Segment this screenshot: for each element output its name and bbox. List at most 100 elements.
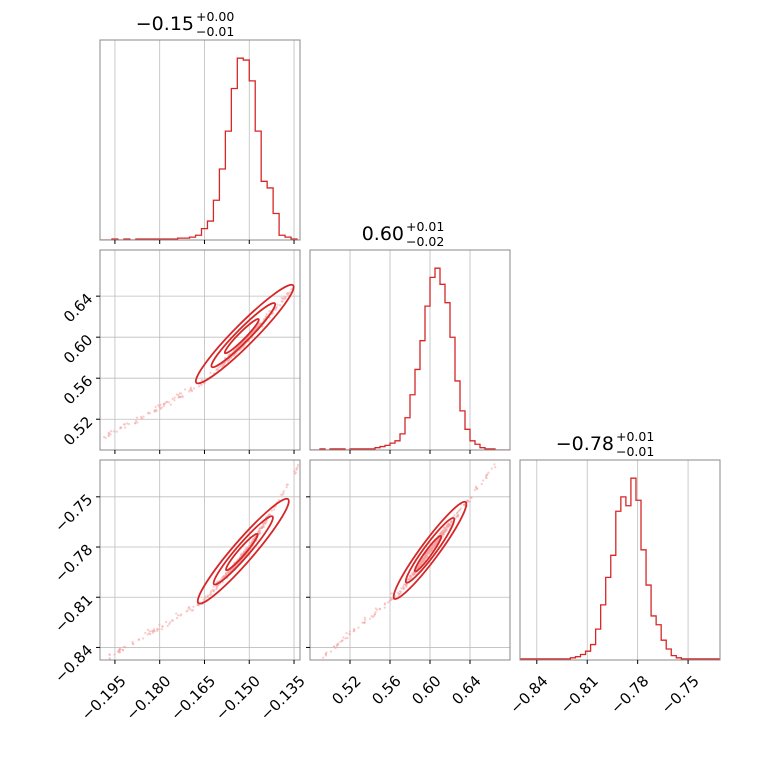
scatter-point <box>212 590 215 593</box>
scatter-point <box>154 405 157 408</box>
scatter-point <box>353 628 356 631</box>
title-upper-error: +0.00 <box>196 9 234 24</box>
histogram-panel-3: −0.78 +0.01−0.01 −0.84 −0.81 −0.78 −0.75 <box>506 429 721 717</box>
histogram-title: 0.60 +0.01−0.02 <box>362 219 445 249</box>
scatter-point <box>433 542 436 545</box>
scatter-panel-4: 0.52 0.56 0.60 0.64 <box>60 249 301 454</box>
scatter-point <box>280 296 283 300</box>
histogram-panel-1: −0.15 +0.00−0.01 <box>99 9 301 244</box>
scatter-point <box>352 630 355 633</box>
scatter-point <box>118 647 121 651</box>
scatter-point <box>390 592 393 595</box>
scatter-point <box>173 399 176 402</box>
scatter-point <box>443 527 447 530</box>
scatter-point <box>169 621 172 624</box>
gridlines <box>349 250 471 450</box>
scatter-point <box>257 324 260 327</box>
scatter-point <box>287 292 290 295</box>
scatter-point <box>371 615 374 619</box>
scatter-point <box>209 371 212 374</box>
x-tick-label: −0.150 <box>212 672 264 724</box>
density-contour <box>225 532 259 572</box>
y-tick-marks <box>96 496 100 648</box>
density-contour <box>392 500 468 600</box>
scatter-point <box>332 645 336 648</box>
scatter-point <box>128 422 131 426</box>
scatter-point <box>484 475 488 478</box>
scatter-point <box>348 633 351 636</box>
scatter-point <box>107 434 110 437</box>
scatter-point <box>187 606 190 610</box>
scatter-point <box>268 310 271 313</box>
x-tick-marks <box>114 450 295 454</box>
scatter-point <box>262 523 265 527</box>
density-contours <box>392 500 468 600</box>
scatter-point <box>148 412 152 415</box>
scatter-point <box>475 486 478 489</box>
scatter-point <box>147 412 150 415</box>
title-value: 0.60 <box>362 223 404 245</box>
scatter-point <box>275 306 278 309</box>
scatter-point <box>119 427 122 430</box>
x-tick-labels: −0.84 −0.81 −0.78 −0.75 <box>506 672 702 717</box>
scatter-point <box>177 396 180 399</box>
scatter-point <box>383 602 387 605</box>
x-tick-label: −0.75 <box>658 672 703 717</box>
panel-background <box>100 40 300 240</box>
scatter-point <box>462 503 466 506</box>
scatter-point <box>185 610 188 613</box>
scatter-point <box>118 651 121 654</box>
scatter-point <box>480 482 483 486</box>
scatter-point <box>277 498 281 502</box>
scatter-point <box>202 598 205 601</box>
scatter-point <box>192 387 196 390</box>
scatter-point <box>373 613 377 616</box>
scatter-point <box>487 471 490 474</box>
title-upper-error: +0.01 <box>406 219 444 234</box>
x-tick-marks <box>349 660 471 664</box>
scatter-point <box>150 630 154 633</box>
scatter-point <box>276 303 279 306</box>
scatter-point <box>260 526 264 529</box>
scatter-point <box>267 514 270 517</box>
scatter-point <box>108 657 111 660</box>
scatter-point <box>282 491 285 495</box>
scatter-point <box>159 407 162 411</box>
density-contour <box>194 283 295 385</box>
density-contour <box>210 302 277 369</box>
scatter-point <box>165 400 168 404</box>
scatter-point <box>448 523 452 526</box>
scatter-point <box>183 388 187 391</box>
scatter-point <box>112 430 115 433</box>
scatter-point <box>157 404 160 407</box>
scatter-point <box>167 401 171 404</box>
scatter-point <box>146 628 149 631</box>
y-tick-label: 0.52 <box>60 413 96 449</box>
density-contour <box>196 497 290 605</box>
scatter-point <box>398 590 401 593</box>
scatter-point <box>123 645 126 648</box>
scatter-point <box>126 422 129 425</box>
scatter-point <box>494 465 497 469</box>
scatter-point <box>287 294 290 297</box>
scatter-point <box>387 601 390 604</box>
histogram-title: −0.78 +0.01−0.01 <box>556 429 655 459</box>
scatter-point <box>204 595 208 598</box>
scatter-point <box>144 631 147 635</box>
scatter-point <box>296 466 299 469</box>
scatter-point <box>428 550 431 554</box>
scatter-point <box>285 483 288 486</box>
title-lower-error: −0.01 <box>196 24 234 39</box>
x-tick-label: −0.180 <box>122 672 174 724</box>
scatter-point <box>383 606 386 609</box>
scatter-point <box>153 409 156 412</box>
scatter-point <box>189 608 192 611</box>
y-tick-labels: −0.84 −0.81 −0.78 −0.75 <box>51 490 96 686</box>
scatter-point <box>220 364 223 367</box>
panel-background <box>100 460 300 660</box>
scatter-panel-5: −0.195−0.180−0.165−0.150−0.135−0.84−0.81… <box>51 459 309 724</box>
y-tick-labels: 0.52 0.56 0.60 0.64 <box>60 290 96 449</box>
scatter-point <box>409 574 413 577</box>
x-tick-labels: 0.52 0.56 0.60 0.64 <box>328 672 484 708</box>
scatter-point <box>422 558 425 562</box>
